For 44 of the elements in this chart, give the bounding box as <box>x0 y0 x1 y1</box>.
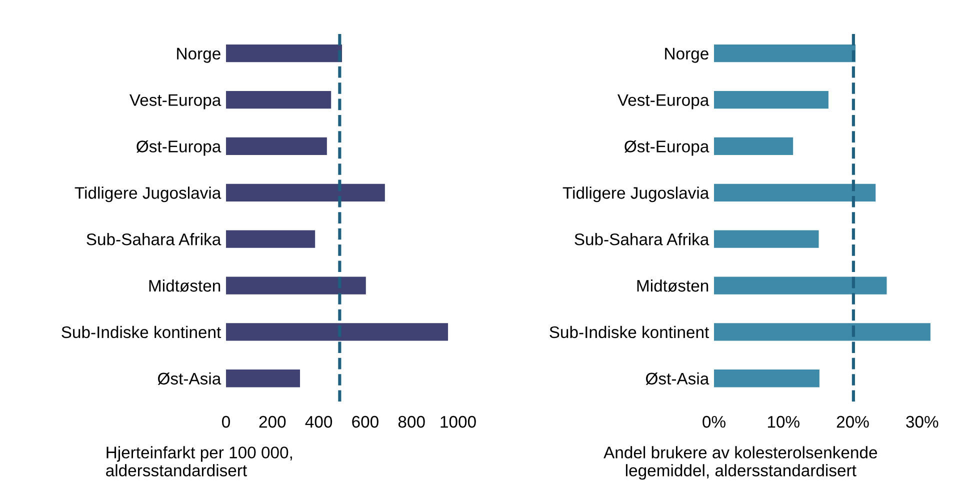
y-tick-label: Norge <box>665 48 708 63</box>
bar <box>714 323 930 341</box>
y-tick-label: Sub-Sahara Afrika <box>86 233 222 246</box>
x-tick-label: 600 <box>352 416 378 428</box>
bar <box>226 90 332 109</box>
bar <box>226 184 385 202</box>
x-tick-label: 800 <box>398 416 425 428</box>
bar <box>226 323 448 341</box>
y-tick-label: Midtøsten <box>637 279 708 292</box>
x-tick-label: 0% <box>702 416 726 428</box>
bar <box>226 44 342 62</box>
y-tick-label: Vest-Europa <box>617 94 710 110</box>
bar <box>226 370 300 388</box>
y-tick-label: Sub-Indiske kontinent <box>550 326 710 338</box>
y-tick-label: Sub-Indiske kontinent <box>62 326 222 338</box>
x-axis-title: Andel brukere av kolesterolsenkende legemiddel, aldersstandardisert <box>604 446 878 480</box>
bar <box>226 276 366 294</box>
y-tick-label: Tidligere Jugoslavia <box>74 186 222 202</box>
x-tick-label: 20% <box>836 416 869 428</box>
y-tick-label: Norge <box>177 48 220 63</box>
bar <box>226 230 316 248</box>
x-tick-label: 400 <box>305 416 332 428</box>
bar <box>226 137 327 156</box>
x-tick-label: 30% <box>906 416 938 428</box>
x-tick-label: 1000 <box>440 416 476 428</box>
x-tick-label: 10% <box>768 416 800 428</box>
y-tick-label: Vest-Europa <box>129 94 222 110</box>
y-tick-label: Tidligere Jugoslavia <box>562 186 710 202</box>
bar <box>714 276 887 294</box>
y-tick-label: Øst-Europa <box>624 140 710 156</box>
x-axis-title: Hjerteinfarkt per 100 000, aldersstandardisert <box>106 446 292 476</box>
bar <box>714 230 819 248</box>
bar <box>714 370 820 388</box>
bar <box>714 137 794 156</box>
x-tick-label: 0 <box>222 416 230 428</box>
y-tick-label: Midtøsten <box>149 279 220 292</box>
y-tick-label: Øst-Europa <box>136 140 222 156</box>
x-tick-label: 200 <box>259 416 286 428</box>
bar <box>714 90 828 109</box>
bar <box>714 44 856 62</box>
y-tick-label: Øst-Asia <box>158 372 222 385</box>
y-tick-label: Øst-Asia <box>646 372 710 385</box>
bar <box>714 184 876 202</box>
y-tick-label: Sub-Sahara Afrika <box>574 233 710 246</box>
